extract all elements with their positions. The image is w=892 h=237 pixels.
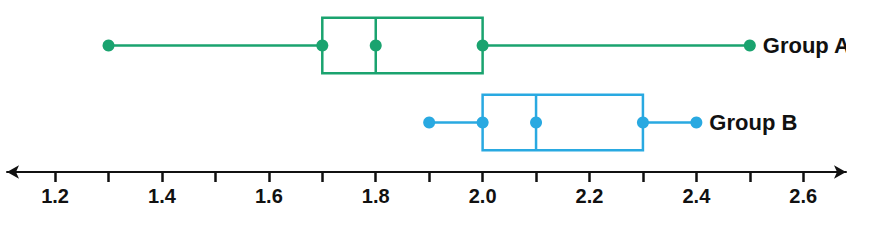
svg-text:2.0: 2.0 <box>469 185 497 207</box>
svg-text:Group B: Group B <box>709 110 797 135</box>
svg-text:1.6: 1.6 <box>255 185 283 207</box>
svg-text:2.6: 2.6 <box>789 185 817 207</box>
svg-text:1.8: 1.8 <box>362 185 390 207</box>
svg-text:Group A: Group A <box>763 33 850 58</box>
svg-text:1.4: 1.4 <box>148 185 177 207</box>
svg-text:2.2: 2.2 <box>576 185 604 207</box>
svg-text:1.2: 1.2 <box>41 185 69 207</box>
svg-text:2.4: 2.4 <box>682 185 711 207</box>
